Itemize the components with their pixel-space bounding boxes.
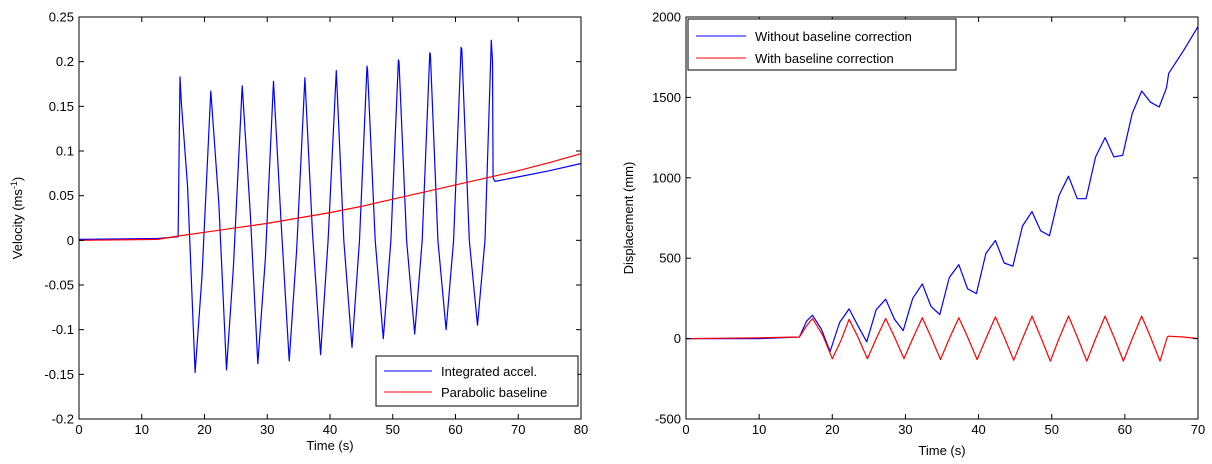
displacement-yticks: -500 0 500 1000 1500 2000 [652, 10, 1198, 427]
displacement-plot-area [686, 17, 1198, 419]
velocity-ylabel-sup: -1 [9, 181, 19, 189]
displacement-ytick-label: -500 [655, 412, 681, 427]
velocity-ytick-label: -0.1 [52, 322, 74, 337]
velocity-ytick-label: 0.25 [49, 10, 74, 25]
displacement-ytick-label: 0 [674, 331, 681, 346]
displacement-series-line-1 [685, 315, 1199, 362]
displacement-xtick-label: 40 [971, 422, 985, 437]
displacement-axes-box [685, 16, 1199, 420]
displacement-legend-label-1: With baseline correction [755, 51, 894, 66]
velocity-chart: 0 10 20 30 40 50 60 70 80 -0.2 -0.15 -0.1 -0.05 0 0.0… [9, 10, 588, 454]
displacement-series-group [685, 26, 1199, 362]
velocity-ytick-label: 0.1 [56, 144, 74, 159]
velocity-ytick-label: -0.2 [52, 412, 74, 427]
displacement-ytick-label: 500 [659, 251, 681, 266]
velocity-series-group [78, 39, 582, 374]
displacement-legend-label-0: Without baseline correction [755, 29, 912, 44]
displacement-legend: Without baseline correction With baselin… [687, 18, 957, 71]
displacement-series-line-0 [686, 26, 1199, 353]
displacement-ylabel: Displacement (mm) [621, 162, 636, 275]
velocity-legend: Integrated accel. Parabolic baseline [375, 355, 579, 407]
velocity-legend-label-0: Integrated accel. [441, 364, 537, 379]
velocity-ytick-label: -0.05 [44, 278, 74, 293]
displacement-xtick-label: 70 [1191, 422, 1205, 437]
velocity-xtick-label: 0 [75, 422, 82, 437]
velocity-plot-area [79, 17, 581, 419]
velocity-legend-label-1: Parabolic baseline [441, 385, 547, 400]
velocity-xticks: 0 10 20 30 40 50 60 70 80 [75, 17, 588, 437]
displacement-xtick-label: 50 [1044, 422, 1058, 437]
displacement-xtick-label: 0 [682, 422, 689, 437]
displacement-xtick-label: 10 [752, 422, 766, 437]
displacement-xticks: 0 10 20 30 40 50 60 70 [682, 17, 1205, 437]
velocity-ytick-label: 0.2 [56, 54, 74, 69]
displacement-xtick-label: 60 [1118, 422, 1132, 437]
velocity-series-line-0 [78, 39, 582, 374]
velocity-ylabel-tail: ) [10, 177, 25, 181]
velocity-xtick-label: 60 [448, 422, 462, 437]
displacement-ytick-label: 1000 [652, 170, 681, 185]
velocity-xtick-label: 80 [574, 422, 588, 437]
displacement-xlabel: Time (s) [918, 443, 965, 458]
velocity-ytick-label: 0.05 [49, 188, 74, 203]
velocity-xtick-label: 50 [386, 422, 400, 437]
displacement-ytick-label: 1500 [652, 90, 681, 105]
velocity-xtick-label: 10 [135, 422, 149, 437]
velocity-yticks: -0.2 -0.15 -0.1 -0.05 0 0.05 0.1 0.15 0.2 0.25 [44, 10, 581, 427]
velocity-ytick-label: 0.15 [49, 99, 74, 114]
velocity-xtick-label: 20 [197, 422, 211, 437]
velocity-xlabel: Time (s) [306, 438, 353, 453]
velocity-ylabel-base: Velocity (ms [10, 189, 25, 260]
velocity-xtick-label: 40 [323, 422, 337, 437]
velocity-legend-box [375, 355, 579, 407]
velocity-ylabel: Velocity (ms-1) [9, 177, 25, 259]
displacement-xtick-label: 20 [825, 422, 839, 437]
velocity-xtick-label: 70 [511, 422, 525, 437]
displacement-legend-box [687, 18, 957, 71]
velocity-series-line-1 [78, 153, 582, 241]
velocity-xtick-label: 30 [260, 422, 274, 437]
velocity-ytick-label: -0.15 [44, 367, 74, 382]
displacement-ytick-label: 2000 [652, 10, 681, 25]
velocity-ytick-label: 0 [67, 233, 74, 248]
displacement-xtick-label: 30 [898, 422, 912, 437]
